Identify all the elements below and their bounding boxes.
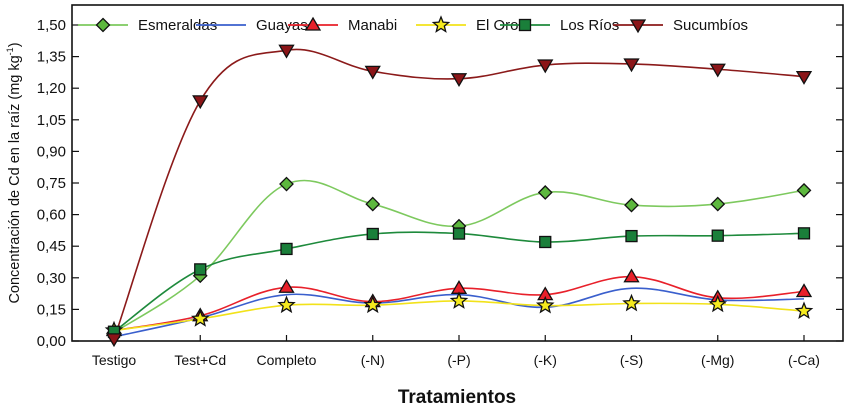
data-point-el-oro	[190, 309, 210, 327]
y-axis-title-suffix: )	[7, 42, 23, 47]
legend-label-sucumb-os: Sucumbíos	[673, 17, 748, 34]
data-point-esmeraldas	[537, 185, 553, 200]
y-axis-title-main: Concentración de Cd en la raíz (mg kg	[7, 55, 23, 303]
data-point-el-oro	[535, 295, 555, 314]
y-tick-label: 0,60	[37, 207, 66, 224]
data-point-sucumb-os	[278, 44, 295, 59]
data-point-el-oro	[794, 301, 814, 319]
data-point-el-oro	[708, 294, 728, 313]
y-axis: 0,00 0,15 0,30 0,45 0,60 0,75 0,90 1,05 1,20 1,35…	[37, 17, 843, 350]
y-tick-label: 0,90	[37, 143, 66, 160]
data-point-los-r-os	[625, 229, 638, 243]
x-tick-label: (-Mg)	[701, 352, 734, 368]
data-point-el-oro	[449, 291, 469, 309]
data-point-sucumb-os	[105, 333, 123, 348]
series-line-esmeraldas	[113, 179, 805, 334]
legend-label-esmeraldas: Esmeraldas	[138, 17, 217, 34]
data-point-sucumb-os	[623, 58, 640, 73]
data-point-esmeraldas	[624, 197, 639, 213]
legend-marker-los-r-os	[518, 18, 532, 32]
x-tick-label: (-S)	[620, 352, 643, 368]
x-tick-label: (-Ca)	[788, 352, 820, 368]
data-point-el-oro	[622, 293, 641, 312]
x-axis: Testigo Test+Cd Completo (-N) (-P) (-K) (-S) (-…	[92, 335, 820, 368]
data-point-el-oro	[277, 295, 296, 314]
data-point-sucumb-os	[537, 59, 554, 74]
plot-frame	[71, 4, 844, 342]
legend-label-guayas: Guayas	[256, 17, 308, 34]
x-tick-label: Testigo	[92, 352, 137, 368]
legend: Esmeraldas Guayas Manabi El Oro Los Ríos Sucu…	[78, 15, 748, 34]
data-point-esmeraldas	[710, 196, 726, 212]
data-point-los-r-os	[194, 263, 207, 276]
data-point-los-r-os	[539, 235, 552, 249]
y-tick-label: 0,45	[37, 238, 66, 255]
data-point-los-r-os	[797, 227, 811, 240]
x-tick-label: Test+Cd	[174, 352, 226, 368]
legend-marker-manabi	[304, 16, 322, 31]
y-axis-title: Concentración de Cd en la raíz (mg kg-1)	[5, 42, 23, 303]
data-point-esmeraldas	[279, 176, 294, 192]
data-point-los-r-os	[280, 242, 293, 256]
data-point-esmeraldas	[365, 196, 381, 212]
legend-label-el-oro: El Oro	[476, 17, 519, 34]
y-tick-label: 0,00	[37, 333, 66, 350]
y-tick-label: 0,30	[37, 270, 66, 287]
x-tick-label: (-K)	[534, 352, 557, 368]
legend-marker-esmeraldas	[95, 17, 111, 33]
y-tick-label: 0,15	[37, 301, 66, 318]
y-tick-label: 1,20	[37, 80, 66, 97]
data-point-manabi	[623, 268, 640, 283]
x-axis-title: Tratamientos	[398, 387, 516, 408]
legend-marker-el-oro	[431, 15, 451, 33]
x-tick-label: Completo	[257, 352, 317, 368]
data-point-sucumb-os	[709, 63, 726, 78]
data-point-manabi	[795, 283, 813, 298]
y-tick-label: 1,05	[37, 112, 66, 129]
legend-label-los-r-os: Los Ríos	[560, 17, 619, 34]
legend-label-manabi: Manabi	[348, 17, 397, 34]
x-tick-label: (-N)	[361, 352, 385, 368]
y-tick-label: 1,35	[37, 49, 66, 66]
data-point-sucumb-os	[795, 70, 813, 85]
series-line-el-oro	[113, 300, 805, 332]
y-tick-label: 1,50	[37, 17, 66, 34]
data-point-sucumb-os	[192, 95, 209, 110]
data-point-sucumb-os	[364, 65, 381, 80]
data-point-manabi	[278, 278, 295, 293]
data-point-sucumb-os	[450, 73, 468, 88]
data-point-el-oro	[363, 295, 383, 314]
data-point-los-r-os	[452, 227, 466, 240]
data-point-esmeraldas	[796, 182, 812, 198]
y-axis-title-superscript: -1	[5, 47, 15, 55]
x-tick-label: (-P)	[447, 352, 470, 368]
series-markers	[104, 44, 814, 348]
legend-marker-sucumb-os	[629, 19, 647, 34]
y-tick-label: 0,75	[37, 175, 66, 192]
data-point-los-r-os	[711, 229, 724, 242]
data-point-los-r-os	[366, 227, 379, 241]
